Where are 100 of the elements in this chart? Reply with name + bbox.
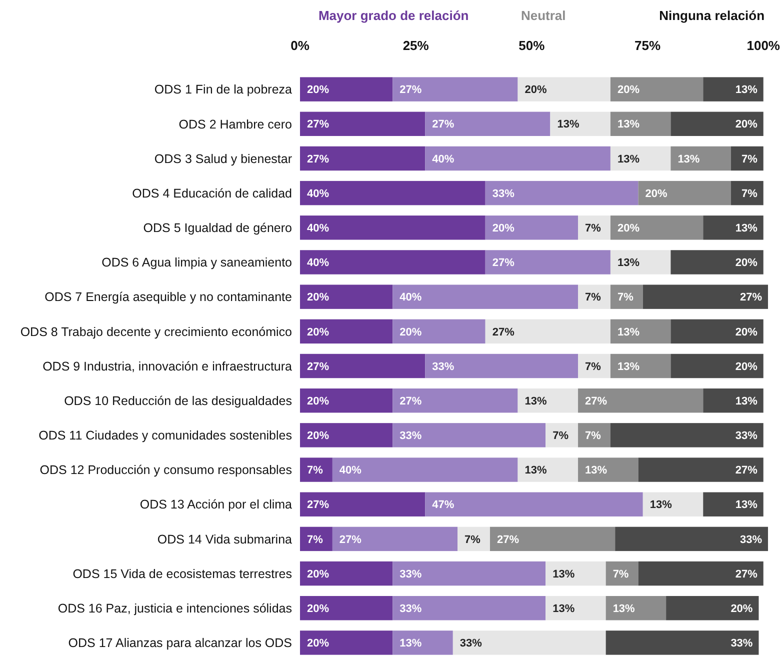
data-label: 20%	[307, 395, 330, 408]
bar	[300, 630, 393, 655]
data-label: 7%	[741, 153, 758, 166]
data-label: 33%	[735, 430, 758, 442]
bar	[578, 216, 610, 240]
data-label: 40%	[307, 222, 330, 234]
bar	[610, 146, 671, 171]
bar	[300, 596, 393, 620]
data-label: 27%	[492, 257, 515, 270]
data-label: 7%	[585, 222, 602, 234]
bar	[392, 388, 518, 413]
data-label: 27%	[307, 499, 330, 512]
bar	[703, 216, 764, 240]
bar	[485, 319, 610, 344]
bar	[392, 596, 546, 620]
data-label: 20%	[307, 292, 330, 304]
y-tick-label: ODS 6 Agua limpia y saneamiento	[102, 256, 292, 270]
bar	[638, 180, 731, 206]
bar	[300, 146, 426, 171]
bar	[485, 180, 638, 206]
bar	[546, 423, 578, 448]
bar	[425, 354, 578, 378]
bar	[670, 146, 731, 171]
y-tick-label: ODS 16 Paz, justicia e intenciones sólidas	[58, 601, 292, 616]
data-label: 20%	[307, 326, 330, 338]
bar	[606, 630, 759, 655]
bar	[425, 146, 610, 171]
x-tick-label: 100%	[746, 38, 780, 53]
data-label: 27%	[400, 84, 422, 96]
bar	[332, 458, 518, 482]
data-label: 13%	[400, 638, 422, 650]
bar	[638, 458, 764, 482]
data-label: 27%	[585, 395, 608, 408]
bar	[392, 423, 546, 448]
bar	[610, 423, 764, 448]
y-tick-label: ODS 11 Ciudades y comunidades sostenibles	[38, 428, 292, 443]
data-label: 33%	[432, 360, 454, 373]
data-label: 27%	[432, 118, 454, 131]
data-label: 20%	[735, 118, 758, 131]
data-label: 7%	[307, 464, 324, 477]
bar	[425, 112, 550, 136]
data-label: 13%	[735, 222, 758, 234]
data-label: 13%	[678, 153, 700, 166]
data-label: 13%	[585, 464, 608, 477]
bar	[300, 180, 486, 206]
data-label: 33%	[730, 638, 753, 650]
y-tick-label: ODS 12 Producción y consumo responsables	[40, 463, 292, 478]
data-label: 20%	[617, 222, 640, 234]
bar	[332, 526, 458, 552]
data-label: 20%	[735, 257, 758, 270]
bar	[300, 492, 426, 516]
data-label: 7%	[612, 568, 629, 580]
data-label: 33%	[400, 430, 422, 442]
data-label: 20%	[492, 222, 515, 234]
bar	[300, 458, 332, 482]
data-label: 13%	[617, 153, 640, 166]
y-tick-label: ODS 3 Salud y bienestar	[154, 152, 292, 166]
data-label: 13%	[617, 257, 640, 270]
data-label: 33%	[740, 534, 762, 546]
data-label: 13%	[552, 568, 575, 580]
bar	[392, 77, 518, 102]
y-tick-label: ODS 10 Reducción de las desigualdades	[64, 394, 292, 408]
data-label: 27%	[735, 464, 758, 477]
data-label: 40%	[307, 188, 330, 200]
bar	[300, 112, 426, 136]
bar	[642, 284, 768, 309]
data-label: 13%	[735, 84, 758, 96]
data-label: 40%	[307, 257, 330, 270]
bar	[703, 492, 764, 516]
bar	[610, 216, 704, 240]
bar	[485, 250, 610, 274]
data-label: 27%	[307, 360, 330, 373]
bar	[703, 388, 764, 413]
bar	[300, 526, 332, 552]
bar	[642, 492, 704, 516]
bar	[670, 319, 764, 344]
x-tick-label: 75%	[634, 38, 661, 53]
bar	[300, 354, 426, 378]
bar	[610, 284, 643, 309]
bar	[300, 423, 393, 448]
data-label: 27%	[339, 534, 362, 546]
y-tick-label: ODS 13 Acción por el clima	[140, 498, 292, 512]
data-label: 13%	[650, 499, 672, 512]
bar	[458, 526, 490, 552]
y-tick-label: ODS 7 Energía asequible y no contaminante	[44, 290, 292, 304]
bar	[615, 526, 768, 552]
bar	[578, 458, 638, 482]
bar	[610, 112, 671, 136]
data-label: 20%	[730, 602, 753, 615]
data-label: 20%	[307, 430, 330, 442]
bar	[606, 596, 666, 620]
data-label: 20%	[645, 188, 668, 200]
bar	[546, 561, 606, 586]
data-label: 20%	[307, 568, 330, 580]
data-label: 33%	[460, 638, 482, 650]
data-label: 13%	[735, 499, 758, 512]
bar	[578, 423, 610, 448]
data-label: 20%	[400, 326, 422, 338]
data-label: 7%	[617, 292, 634, 304]
data-label: 33%	[492, 188, 515, 200]
